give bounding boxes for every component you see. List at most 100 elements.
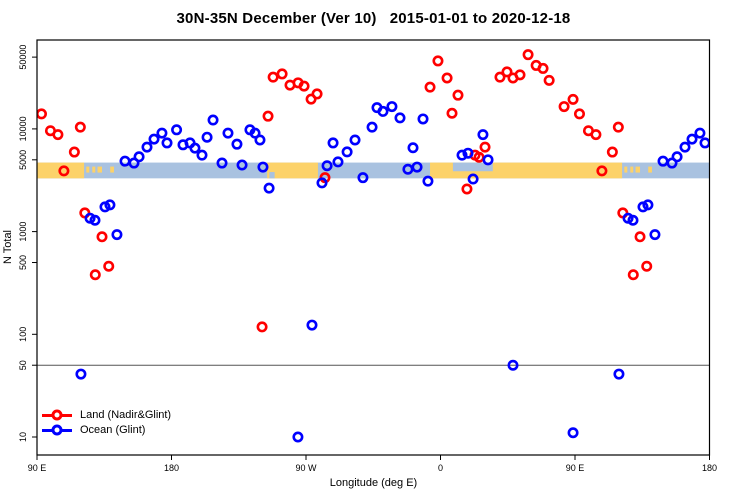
data-point-land bbox=[501, 66, 513, 78]
x-tick-label: 180 bbox=[702, 463, 717, 473]
data-point-ocean bbox=[357, 172, 369, 184]
y-tick-label: 10 bbox=[18, 432, 28, 442]
data-point-ocean bbox=[316, 177, 328, 189]
map-band-island-speck bbox=[110, 166, 114, 173]
data-point-land bbox=[68, 146, 80, 158]
data-point-land bbox=[461, 183, 473, 195]
data-point-ocean bbox=[231, 138, 243, 150]
data-point-land bbox=[74, 121, 86, 133]
data-point-ocean bbox=[657, 155, 669, 167]
x-tick-label: 180 bbox=[164, 463, 179, 473]
data-point-ocean bbox=[394, 112, 406, 124]
data-point-land bbox=[567, 93, 579, 105]
map-band-island-speck bbox=[648, 166, 652, 173]
map-band-island-speck bbox=[97, 166, 103, 173]
legend-marker-line bbox=[42, 424, 72, 436]
data-point-ocean bbox=[111, 229, 123, 241]
y-tick-label: 10000 bbox=[18, 116, 28, 141]
data-point-land bbox=[298, 80, 310, 92]
data-point-ocean bbox=[456, 149, 468, 161]
y-tick-label: 100 bbox=[18, 327, 28, 342]
data-point-land bbox=[96, 231, 108, 243]
data-point-land bbox=[627, 269, 639, 281]
data-point-ocean bbox=[321, 160, 333, 172]
data-point-ocean bbox=[161, 137, 173, 149]
data-point-land bbox=[596, 165, 608, 177]
legend-marker-line bbox=[42, 409, 72, 421]
y-tick-label: 50 bbox=[18, 360, 28, 370]
legend-item: Land (Nadir&Glint) bbox=[42, 408, 171, 422]
data-point-ocean bbox=[263, 182, 275, 194]
data-point-ocean bbox=[156, 127, 168, 139]
data-point-ocean bbox=[407, 142, 419, 154]
data-point-ocean bbox=[567, 427, 579, 439]
y-tick-label: 50000 bbox=[18, 45, 28, 70]
data-point-land bbox=[276, 68, 288, 80]
legend-item: Ocean (Glint) bbox=[42, 423, 171, 437]
data-point-land bbox=[262, 110, 274, 122]
data-point-ocean bbox=[477, 129, 489, 141]
data-point-ocean bbox=[613, 368, 625, 380]
legend: Land (Nadir&Glint) Ocean (Glint) bbox=[42, 408, 171, 437]
legend-label: Land (Nadir&Glint) bbox=[80, 409, 172, 421]
data-point-land bbox=[441, 72, 453, 84]
data-point-ocean bbox=[649, 229, 661, 241]
data-point-ocean bbox=[417, 113, 429, 125]
data-point-land bbox=[52, 129, 64, 141]
data-point-land bbox=[479, 141, 491, 153]
data-point-land bbox=[424, 81, 436, 93]
data-point-land bbox=[641, 260, 653, 272]
map-band-sea-notch bbox=[452, 162, 493, 172]
data-point-land bbox=[514, 69, 526, 81]
data-point-ocean bbox=[679, 141, 691, 153]
data-point-land bbox=[606, 146, 618, 158]
data-point-land bbox=[590, 129, 602, 141]
data-point-land bbox=[103, 260, 115, 272]
data-point-ocean bbox=[671, 151, 683, 163]
data-point-ocean bbox=[207, 114, 219, 126]
data-point-land bbox=[494, 71, 506, 83]
legend-marker-circle-icon bbox=[51, 424, 63, 436]
data-point-land bbox=[543, 74, 555, 86]
data-point-ocean bbox=[627, 214, 639, 226]
plot-border bbox=[36, 39, 711, 456]
data-point-land bbox=[37, 108, 47, 120]
legend-marker-circle-icon bbox=[51, 409, 63, 421]
data-point-ocean bbox=[222, 127, 234, 139]
data-point-ocean bbox=[377, 105, 389, 117]
x-tick-label: 90 E bbox=[28, 463, 47, 473]
x-tick-label: 0 bbox=[438, 463, 443, 473]
data-point-ocean bbox=[119, 155, 131, 167]
data-point-land bbox=[573, 108, 585, 120]
map-band-island-speck bbox=[630, 166, 634, 173]
map-band-land-segment bbox=[267, 162, 318, 179]
chart-title: 30N-35N December (Ver 10) 2015-01-01 to … bbox=[176, 10, 571, 27]
data-point-ocean bbox=[467, 173, 479, 185]
data-point-ocean bbox=[249, 127, 261, 139]
map-band-island-speck bbox=[92, 166, 96, 173]
data-point-land bbox=[256, 321, 268, 333]
data-point-land bbox=[267, 71, 279, 83]
data-point-ocean bbox=[236, 159, 248, 171]
data-point-ocean bbox=[686, 133, 698, 145]
data-point-ocean bbox=[254, 134, 266, 146]
x-tick-label: 90 W bbox=[295, 463, 317, 473]
data-point-ocean bbox=[292, 431, 304, 443]
plot-content bbox=[37, 49, 710, 443]
data-point-land bbox=[537, 62, 549, 74]
data-point-ocean bbox=[332, 156, 344, 168]
data-point-land bbox=[89, 269, 101, 281]
data-point-land bbox=[446, 107, 458, 119]
data-point-ocean bbox=[148, 133, 160, 145]
data-point-ocean bbox=[699, 137, 710, 149]
data-point-ocean bbox=[257, 161, 269, 173]
y-tick-label: 1000 bbox=[18, 222, 28, 242]
data-point-ocean bbox=[133, 151, 145, 163]
data-point-ocean bbox=[327, 137, 339, 149]
data-point-ocean bbox=[694, 127, 706, 139]
data-point-ocean bbox=[422, 175, 434, 187]
data-point-ocean bbox=[462, 147, 474, 159]
data-point-ocean bbox=[341, 146, 353, 158]
data-point-land bbox=[432, 55, 444, 67]
